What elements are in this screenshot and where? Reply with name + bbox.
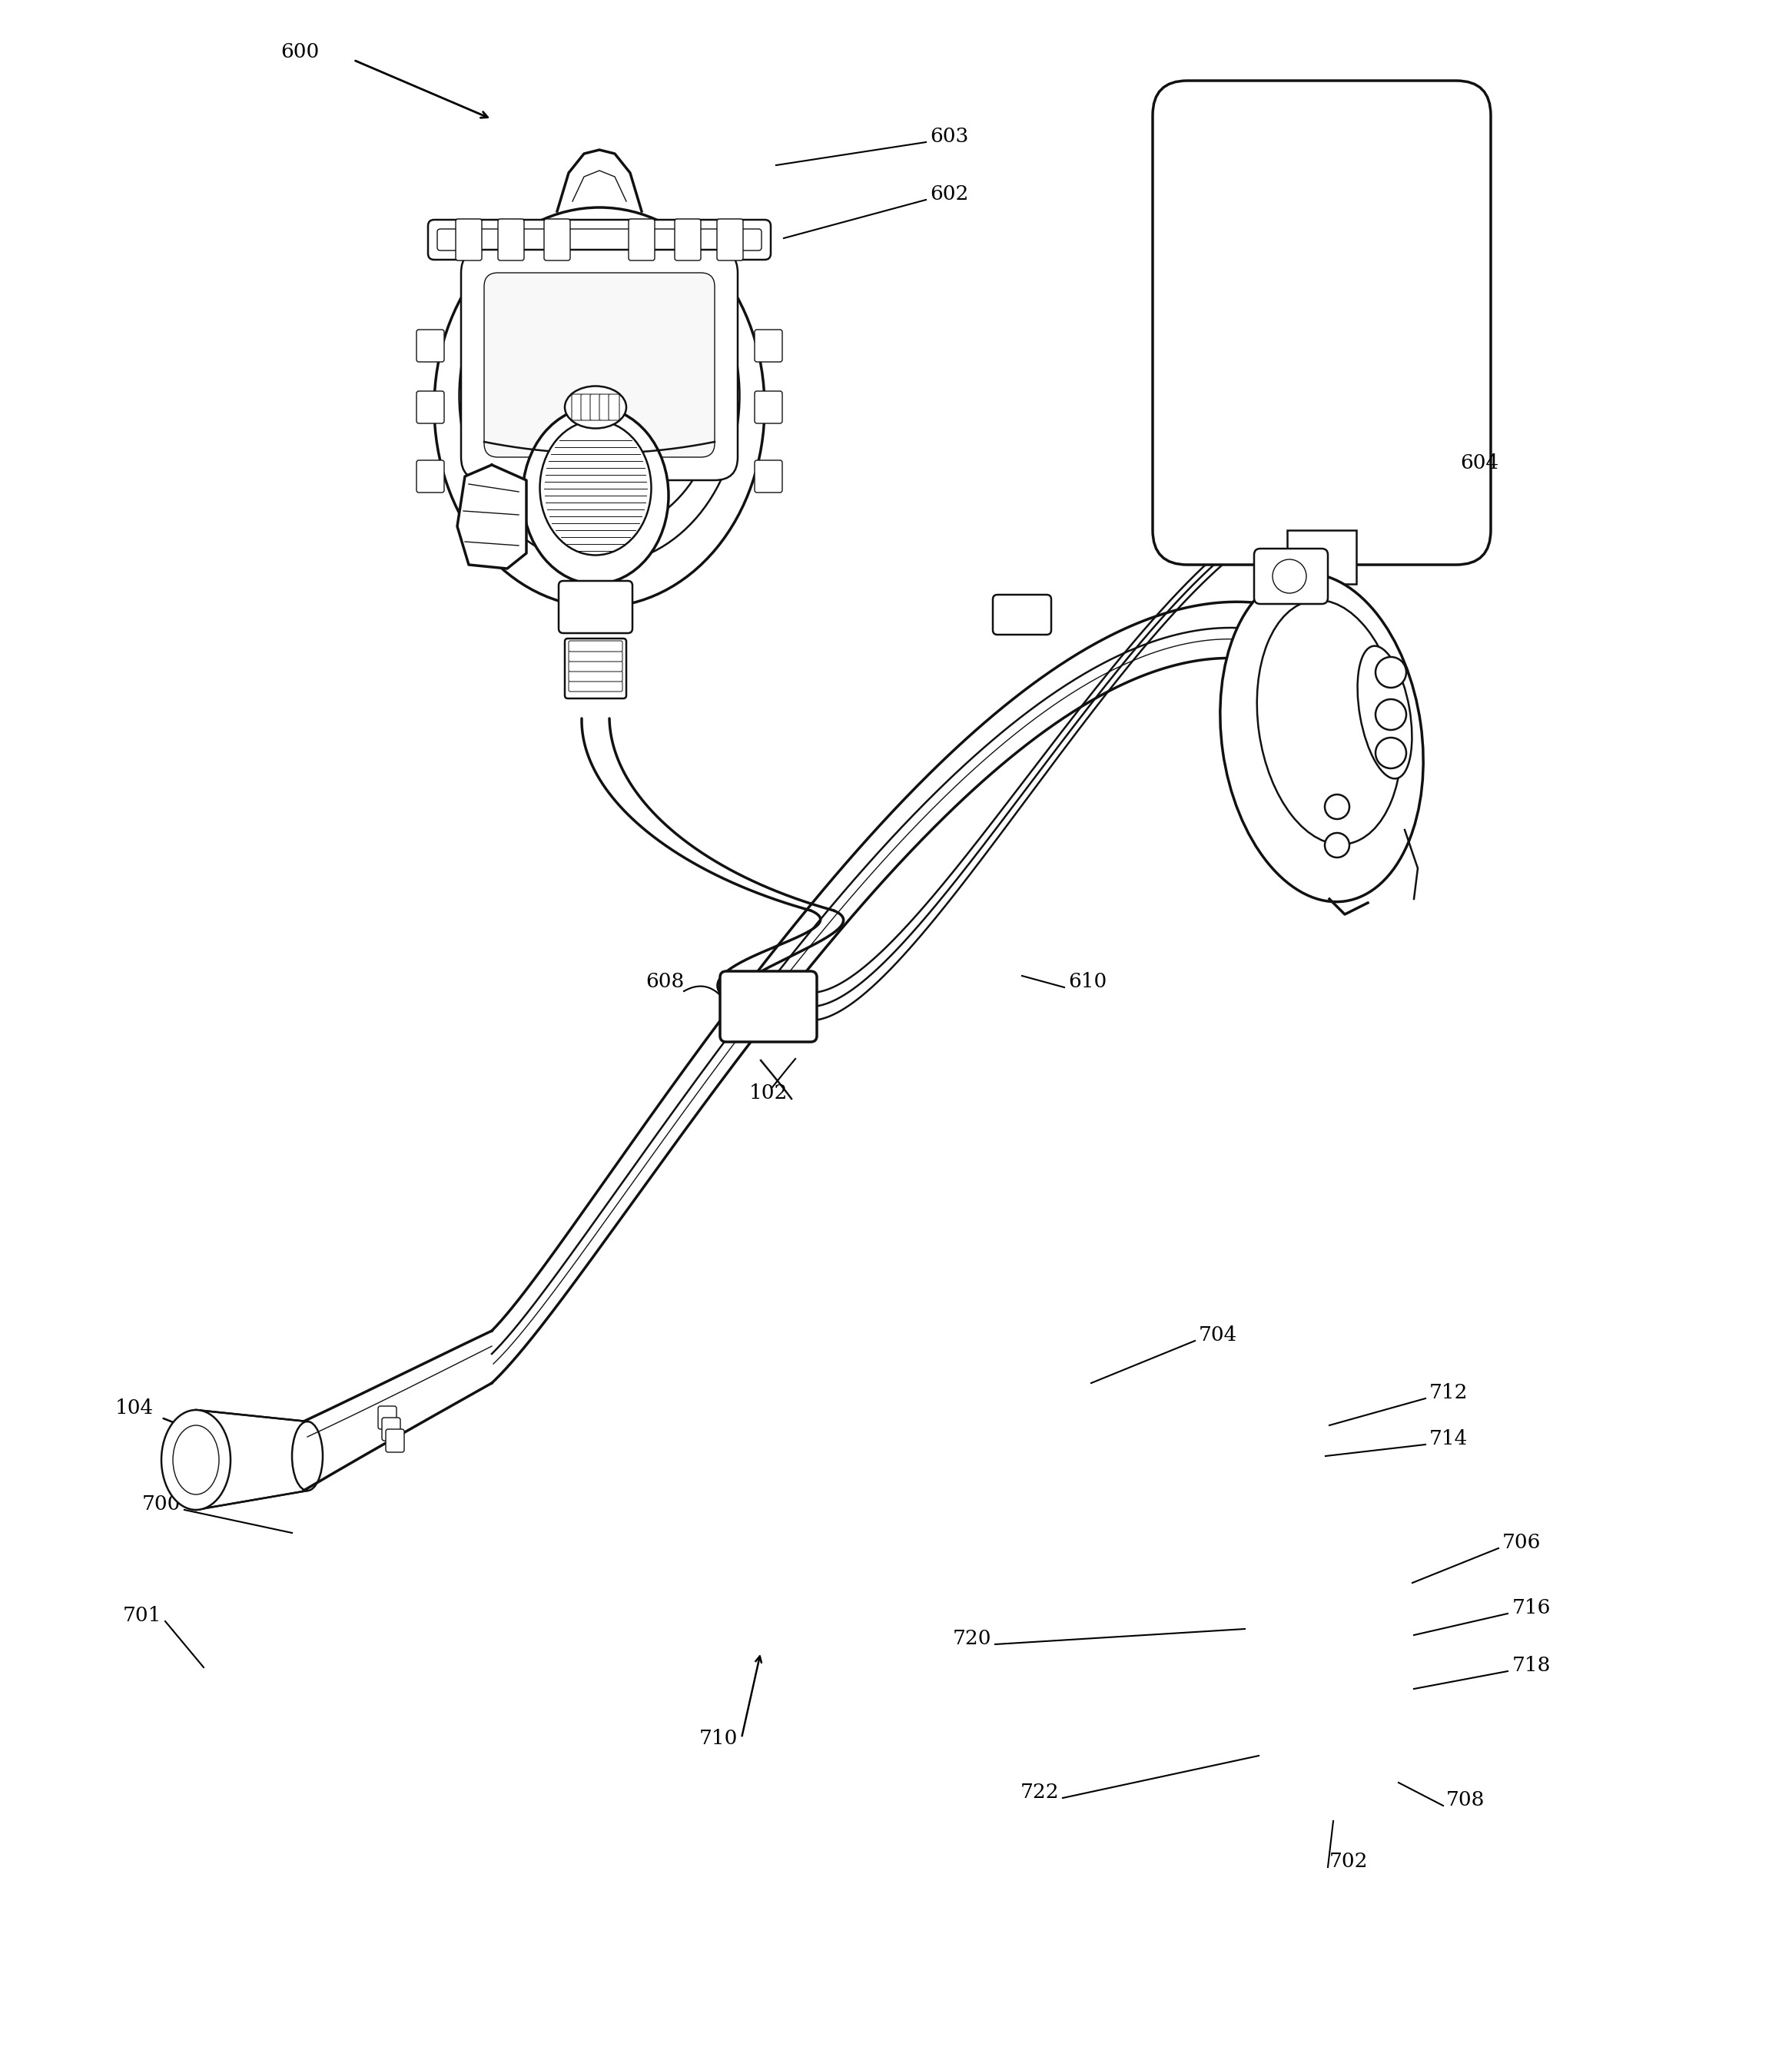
Text: 708: 708 [1446, 1790, 1486, 1810]
FancyBboxPatch shape [568, 650, 622, 662]
FancyBboxPatch shape [754, 461, 783, 492]
Text: 704: 704 [1199, 1326, 1238, 1345]
FancyBboxPatch shape [568, 681, 622, 691]
Text: 710: 710 [699, 1728, 738, 1749]
FancyBboxPatch shape [568, 642, 622, 652]
Text: 102: 102 [749, 1082, 788, 1103]
FancyBboxPatch shape [378, 1406, 396, 1429]
FancyBboxPatch shape [1254, 549, 1328, 605]
FancyBboxPatch shape [572, 394, 582, 420]
FancyBboxPatch shape [498, 219, 523, 260]
FancyBboxPatch shape [720, 972, 817, 1041]
Circle shape [1324, 832, 1349, 857]
Ellipse shape [1358, 646, 1412, 779]
Text: 706: 706 [1502, 1533, 1541, 1552]
FancyBboxPatch shape [559, 580, 633, 633]
Circle shape [1376, 699, 1407, 730]
Text: 714: 714 [1430, 1429, 1468, 1449]
Ellipse shape [480, 250, 719, 533]
Text: 604: 604 [1460, 453, 1498, 474]
FancyBboxPatch shape [382, 1419, 400, 1441]
Circle shape [1272, 560, 1306, 592]
FancyBboxPatch shape [195, 1410, 308, 1511]
FancyBboxPatch shape [461, 250, 738, 480]
FancyBboxPatch shape [599, 394, 609, 420]
Circle shape [1324, 795, 1349, 820]
Ellipse shape [459, 228, 740, 564]
Text: 702: 702 [1330, 1851, 1369, 1872]
Ellipse shape [1256, 601, 1401, 845]
Text: 610: 610 [1068, 972, 1107, 992]
Ellipse shape [161, 1410, 231, 1511]
Circle shape [1376, 656, 1407, 687]
Text: 700: 700 [142, 1494, 181, 1513]
FancyBboxPatch shape [416, 330, 444, 363]
FancyBboxPatch shape [416, 461, 444, 492]
FancyBboxPatch shape [428, 219, 771, 260]
FancyBboxPatch shape [564, 638, 625, 699]
FancyBboxPatch shape [1152, 80, 1491, 564]
FancyBboxPatch shape [568, 660, 622, 672]
FancyBboxPatch shape [581, 394, 591, 420]
FancyBboxPatch shape [385, 1429, 405, 1451]
Text: 720: 720 [953, 1630, 991, 1648]
FancyBboxPatch shape [437, 230, 762, 250]
FancyBboxPatch shape [416, 392, 444, 424]
Ellipse shape [539, 420, 650, 556]
FancyBboxPatch shape [754, 330, 783, 363]
Ellipse shape [172, 1425, 219, 1494]
FancyBboxPatch shape [590, 394, 600, 420]
Text: 722: 722 [1020, 1783, 1059, 1802]
FancyBboxPatch shape [717, 219, 744, 260]
FancyBboxPatch shape [629, 219, 654, 260]
FancyBboxPatch shape [676, 219, 701, 260]
Circle shape [1376, 738, 1407, 769]
FancyBboxPatch shape [545, 219, 570, 260]
Text: 603: 603 [930, 127, 968, 146]
FancyBboxPatch shape [993, 594, 1052, 635]
Text: 104: 104 [115, 1398, 154, 1419]
Polygon shape [457, 465, 527, 568]
Text: 716: 716 [1512, 1599, 1552, 1617]
Text: 718: 718 [1512, 1656, 1552, 1675]
Ellipse shape [292, 1421, 323, 1490]
FancyBboxPatch shape [1287, 531, 1357, 584]
Ellipse shape [1220, 574, 1423, 902]
Ellipse shape [434, 207, 765, 607]
FancyBboxPatch shape [754, 392, 783, 424]
Ellipse shape [523, 408, 668, 584]
FancyBboxPatch shape [455, 219, 482, 260]
FancyBboxPatch shape [484, 273, 715, 457]
FancyBboxPatch shape [609, 394, 620, 420]
Ellipse shape [564, 385, 625, 428]
Text: 600: 600 [280, 43, 319, 61]
Text: 701: 701 [122, 1605, 161, 1626]
Text: 712: 712 [1430, 1384, 1468, 1402]
FancyBboxPatch shape [568, 670, 622, 681]
Text: 602: 602 [930, 184, 968, 203]
Text: 608: 608 [645, 972, 685, 992]
